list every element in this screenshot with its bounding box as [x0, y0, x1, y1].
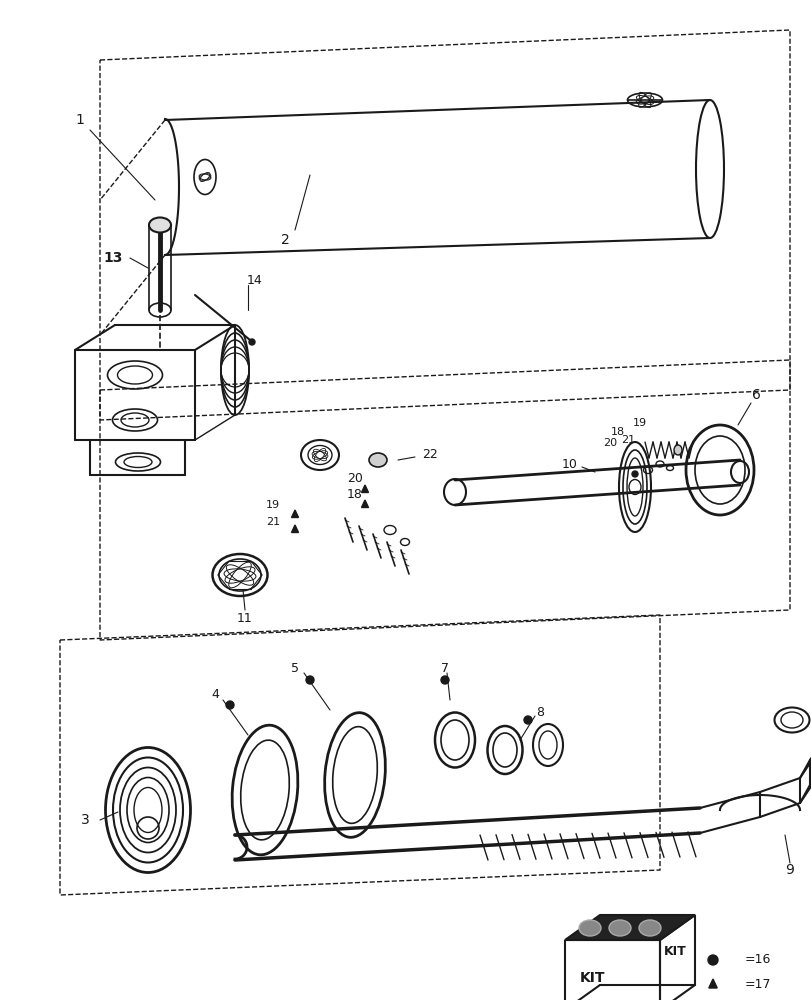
Text: 18: 18: [610, 427, 624, 437]
Text: 18: 18: [346, 488, 363, 500]
Polygon shape: [708, 979, 716, 988]
Circle shape: [440, 676, 448, 684]
Polygon shape: [361, 500, 368, 508]
Text: 21: 21: [265, 517, 280, 527]
Text: 19: 19: [632, 418, 646, 428]
Text: 8: 8: [535, 706, 543, 718]
Polygon shape: [291, 510, 298, 518]
Text: 7: 7: [440, 662, 448, 674]
Ellipse shape: [578, 920, 600, 936]
Circle shape: [707, 955, 717, 965]
Text: 11: 11: [237, 611, 252, 624]
Text: 3: 3: [80, 813, 89, 827]
Ellipse shape: [673, 445, 681, 455]
Text: 2: 2: [281, 233, 289, 247]
Text: =17: =17: [744, 978, 770, 991]
Text: 4: 4: [211, 688, 219, 702]
Text: 5: 5: [290, 662, 298, 674]
Text: 19: 19: [265, 500, 280, 510]
Polygon shape: [564, 915, 694, 940]
Text: KIT: KIT: [663, 945, 685, 958]
Text: 9: 9: [784, 863, 793, 877]
Text: 22: 22: [422, 448, 437, 462]
Text: =16: =16: [744, 953, 770, 966]
Polygon shape: [361, 485, 368, 492]
Text: KIT: KIT: [580, 971, 605, 985]
Ellipse shape: [368, 453, 387, 467]
Ellipse shape: [148, 218, 171, 232]
Ellipse shape: [608, 920, 630, 936]
Circle shape: [306, 676, 314, 684]
Ellipse shape: [638, 920, 660, 936]
Circle shape: [225, 701, 234, 709]
Text: 10: 10: [561, 458, 577, 472]
Text: 20: 20: [346, 473, 363, 486]
Polygon shape: [291, 525, 298, 532]
Text: 6: 6: [751, 388, 759, 402]
Circle shape: [249, 339, 255, 345]
Text: 21: 21: [620, 435, 634, 445]
Text: 13: 13: [103, 251, 122, 265]
Text: 14: 14: [247, 273, 263, 286]
Circle shape: [523, 716, 531, 724]
Text: 20: 20: [603, 438, 616, 448]
Circle shape: [631, 471, 637, 477]
Text: 1: 1: [75, 113, 84, 127]
